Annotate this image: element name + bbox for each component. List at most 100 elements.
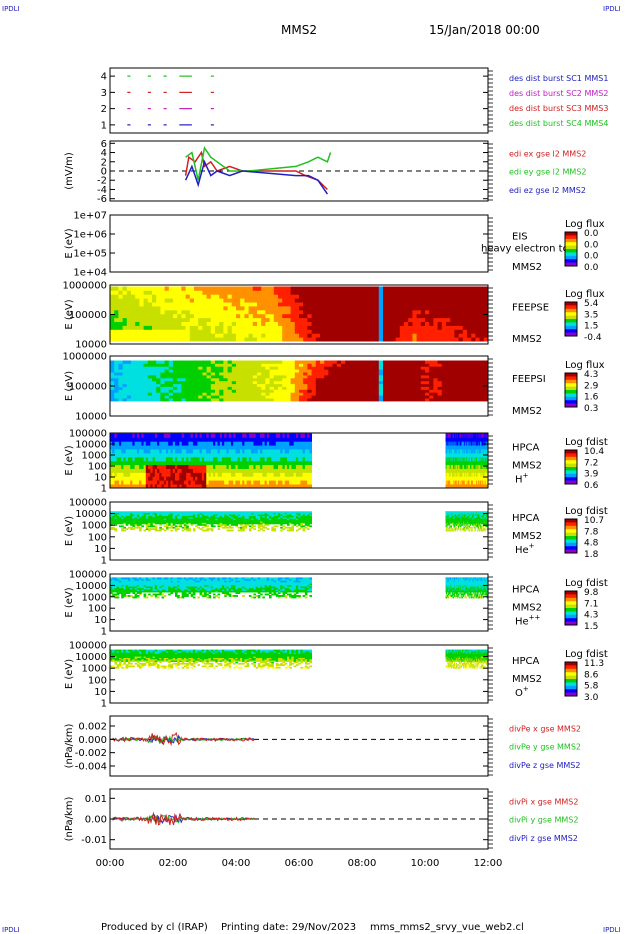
spectrogram-cell	[429, 298, 434, 303]
spectrogram-cell	[416, 372, 422, 376]
spectrogram-cell	[328, 372, 333, 376]
spectrogram-cell	[227, 298, 233, 303]
spectrogram-cell	[287, 437, 290, 442]
spectrogram-cell	[456, 449, 458, 454]
spectrogram-cell	[463, 472, 465, 477]
spectrogram-cell	[159, 456, 162, 462]
spectrogram-cell	[383, 375, 388, 379]
spectrogram-cell	[298, 480, 301, 485]
spectrogram-cell	[224, 449, 227, 454]
spectrogram-cell	[213, 476, 216, 481]
spectrogram-cell	[114, 302, 119, 307]
spectrogram-cell	[168, 366, 174, 370]
spectrogram-cell	[441, 337, 447, 342]
spectrogram-cell	[341, 290, 346, 295]
spectrogram-cell	[175, 433, 178, 438]
colorbar-title: Log flux	[565, 360, 605, 371]
spectrogram-cell	[307, 306, 312, 311]
spectrogram-cell	[156, 389, 161, 393]
spectrogram-cell	[458, 286, 464, 291]
spectrogram-cell	[143, 380, 149, 385]
spectrogram-cell	[357, 372, 363, 376]
spectrogram-cell	[282, 375, 287, 379]
spectrogram-cell	[458, 294, 464, 299]
spectrogram-cell	[472, 460, 474, 466]
spectrogram-cell	[228, 456, 232, 462]
spectrogram-cell	[199, 468, 203, 473]
spectrogram-cell	[242, 453, 245, 458]
spectrogram-cell	[412, 360, 417, 364]
spectrogram-cell	[341, 398, 346, 402]
spacecraft-label: MMS2	[512, 262, 542, 273]
spectrogram-cell	[469, 445, 470, 450]
spectrogram-cell	[465, 472, 467, 477]
spectrogram-cell	[471, 449, 473, 454]
spectrogram-cell	[210, 389, 216, 393]
spectrogram-cell	[194, 366, 199, 370]
spectrogram-cell	[217, 433, 221, 438]
spectrogram-cell	[460, 445, 461, 450]
spectrogram-cell	[453, 484, 455, 489]
spectrogram-cell	[383, 363, 388, 367]
spectrogram-cell	[460, 449, 462, 454]
spectrogram-cell	[332, 325, 338, 330]
spectrogram-cell	[257, 460, 261, 466]
spectrogram-cell	[222, 433, 225, 438]
spectrogram-cell	[161, 449, 165, 454]
spectrogram-cell	[290, 306, 296, 311]
spectrogram-cell	[217, 468, 221, 473]
spectrogram-cell	[441, 395, 447, 399]
spectrogram-cell	[291, 464, 294, 469]
spectrogram-cell	[282, 321, 287, 326]
spectrogram-cell	[282, 460, 286, 466]
colorbar-tick-label: 1.6	[584, 393, 599, 403]
spectrogram-cell	[284, 449, 288, 454]
spectrogram-cell	[446, 372, 451, 376]
spectrogram-cell	[471, 395, 476, 399]
spectrogram-cell	[127, 445, 131, 450]
spectrogram-cell	[408, 395, 413, 399]
spectrogram-cell	[177, 392, 182, 396]
spectrogram-cell	[156, 309, 161, 315]
spectrogram-cell	[222, 449, 225, 454]
spectrogram-cell	[420, 380, 426, 385]
spectrogram-cell	[311, 380, 317, 385]
spectrogram-cell	[456, 480, 458, 485]
spectrogram-cell	[456, 449, 458, 454]
spectrogram-cell	[399, 375, 405, 379]
spectrogram-cell	[395, 313, 401, 319]
spectrogram-cell	[458, 472, 460, 477]
spectrogram-cell	[161, 445, 165, 450]
spectrogram-cell	[114, 383, 119, 387]
spectrogram-cell	[273, 325, 279, 330]
spectrogram-cell	[324, 395, 329, 399]
spectrogram-cell	[458, 380, 464, 385]
spectrogram-cell	[244, 445, 247, 450]
spectrogram-cell	[122, 313, 128, 319]
spectrogram-cell	[228, 441, 232, 446]
spectrogram-cell	[121, 437, 124, 442]
spectrogram-cell	[206, 445, 209, 450]
spectrogram-cell	[269, 472, 272, 477]
spectrogram-cell	[441, 329, 447, 334]
spectrogram-cell	[404, 389, 409, 393]
spectrogram-cell	[157, 437, 160, 442]
spectrogram-cell	[466, 449, 468, 454]
spectrogram-cell	[269, 468, 272, 473]
spectrogram-cell	[462, 464, 463, 469]
spectrogram-cell	[463, 468, 465, 473]
colorbar-swatch	[565, 245, 577, 250]
spectrogram-cell	[116, 453, 120, 458]
spectrogram-cell	[345, 286, 350, 291]
spectrogram-cell	[429, 380, 434, 385]
spectrogram-cell	[227, 395, 233, 399]
spectrogram-cell	[473, 456, 475, 462]
spectrogram-cell	[219, 321, 224, 326]
spectrogram-cell	[315, 313, 321, 319]
spectrogram-cell	[173, 392, 178, 396]
spectrogram-cell	[450, 468, 452, 473]
spectrogram-cell	[175, 445, 178, 450]
spectrogram-cell	[273, 294, 279, 299]
spectrogram-cell	[353, 302, 359, 307]
spectrogram-cell	[231, 294, 237, 299]
